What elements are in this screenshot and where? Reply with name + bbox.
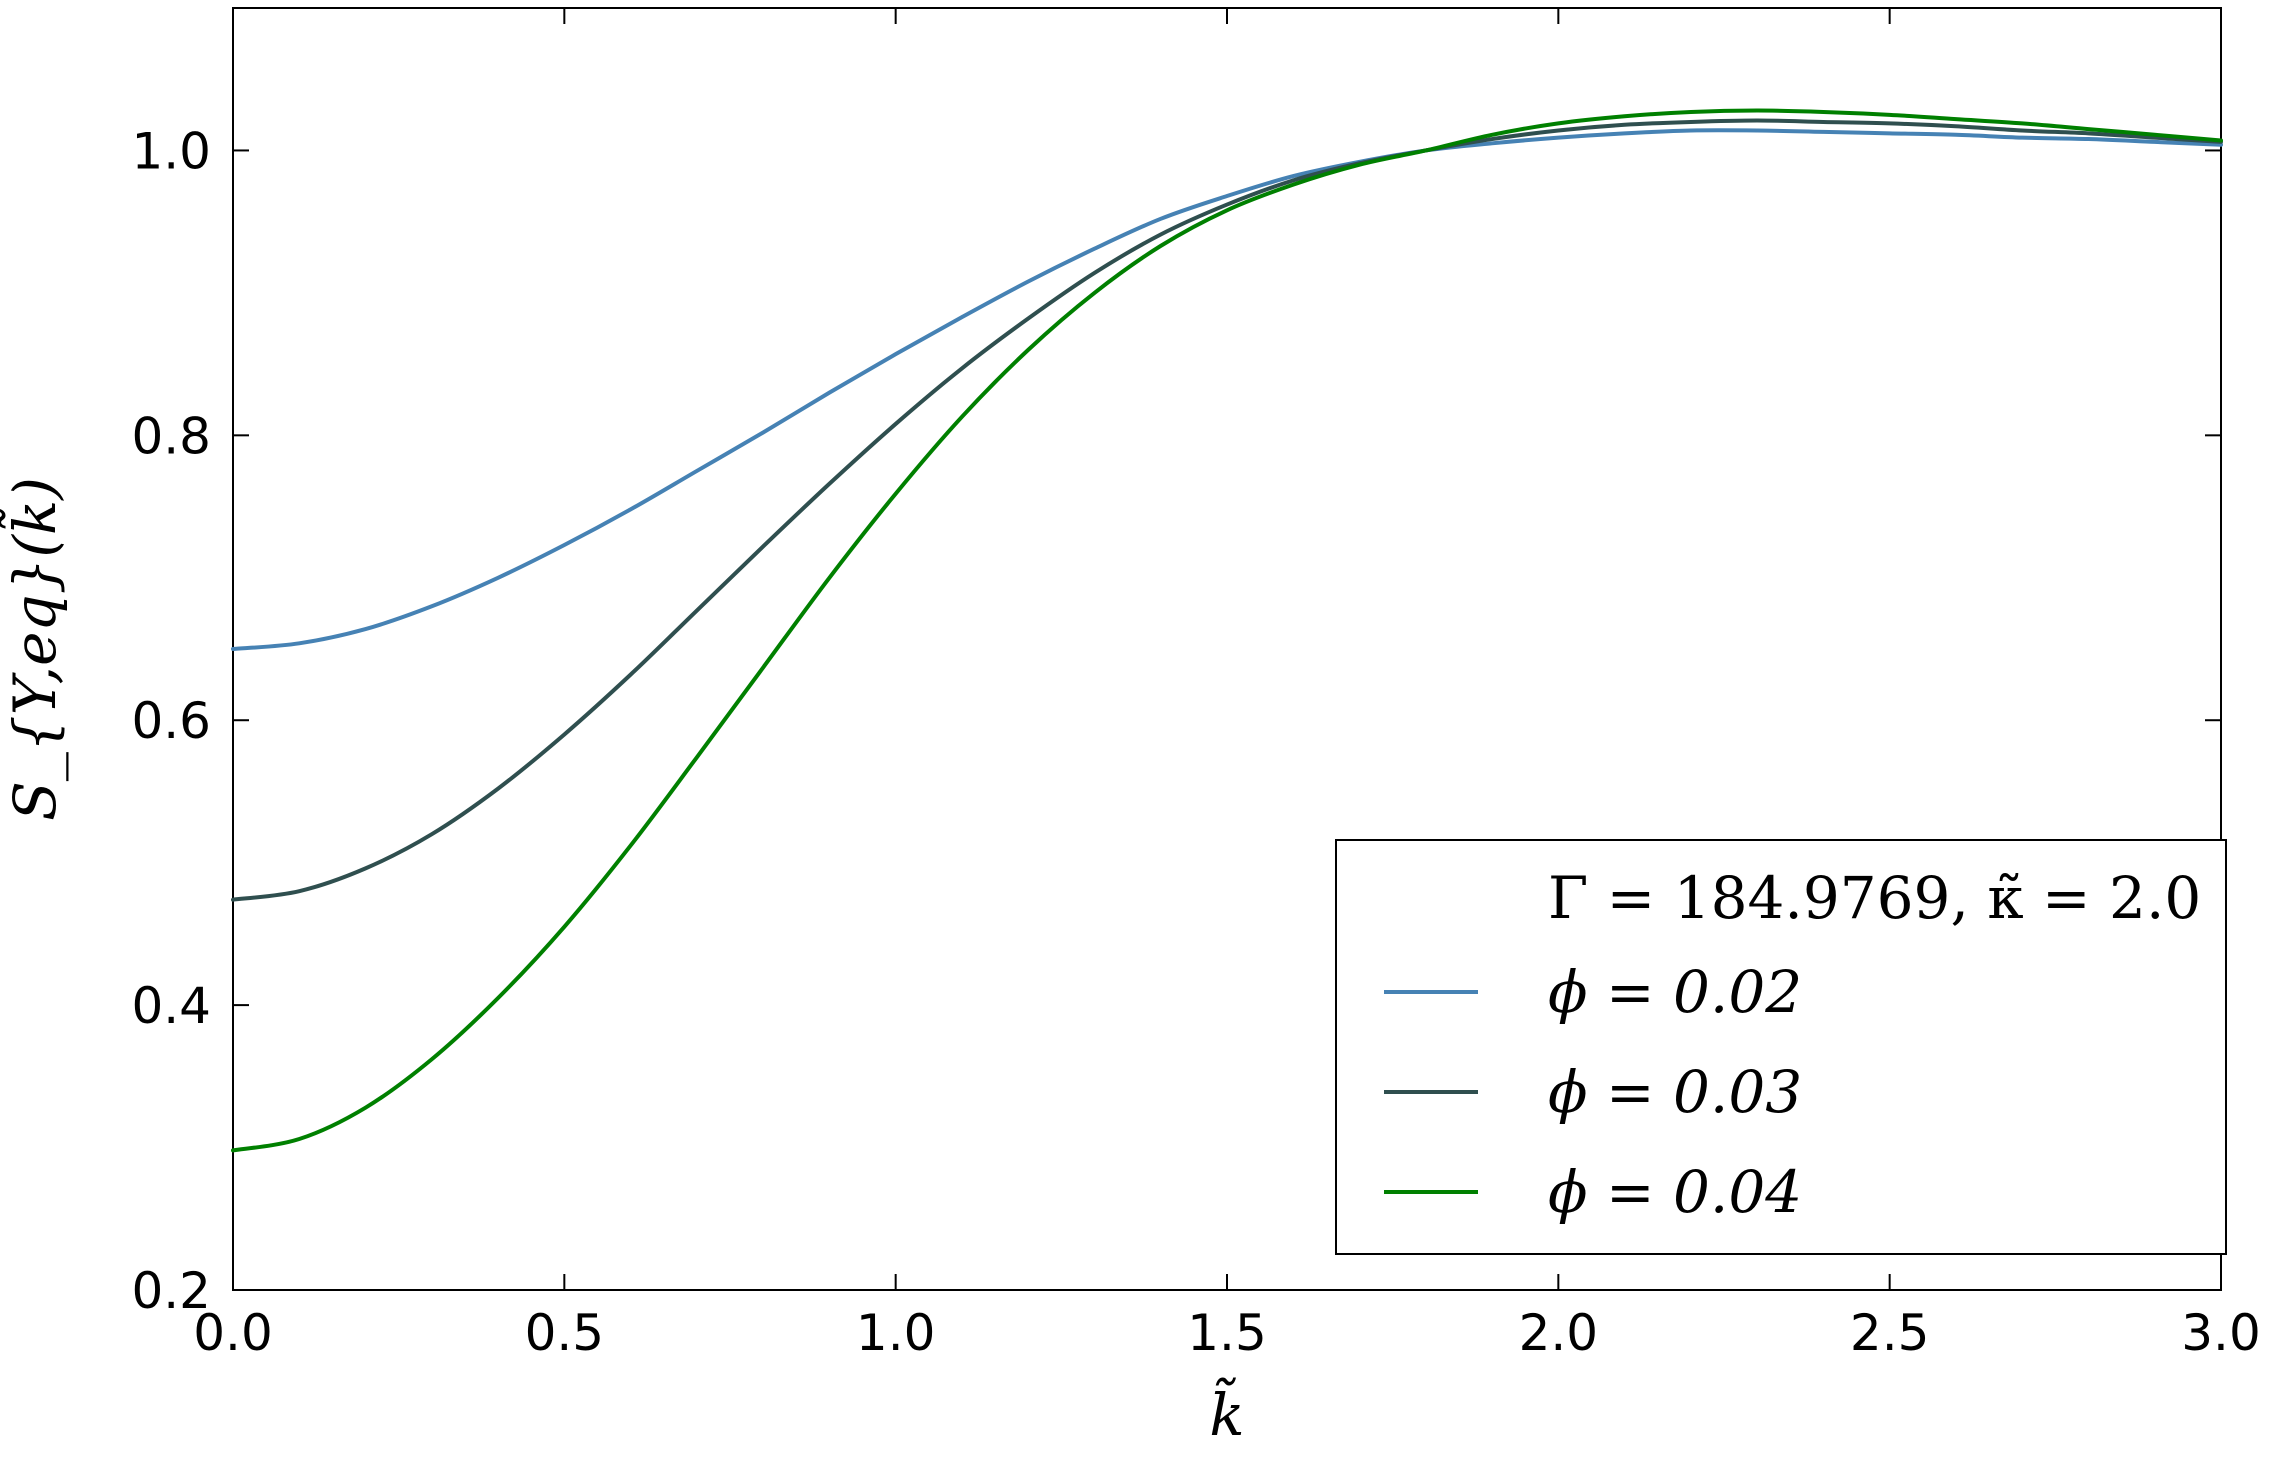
y-tick-label: 0.8 — [131, 407, 211, 465]
x-axis-label: k̃ — [1209, 1377, 1244, 1449]
x-tick-label: 0.0 — [193, 1304, 273, 1362]
axis-ticks — [232, 8, 2222, 1291]
series-lines — [231, 108, 2223, 1153]
x-tick-label: 0.5 — [525, 1304, 605, 1362]
x-tick-label: 1.0 — [856, 1304, 936, 1362]
axis-tick-labels: 0.0 0.5 1.0 1.5 2.0 2.5 3.0 0.2 0.4 0.6 0.8 1.0 — [131, 122, 2260, 1362]
legend: Γ = 184.9769, κ̃ = 2.0 ϕ = 0.02ϕ = 0.03ϕ… — [1335, 839, 2227, 1255]
x-tick-label: 1.5 — [1187, 1304, 1267, 1362]
legend-entries: ϕ = 0.02 ϕ = 0.03 ϕ = 0.04 — [1384, 958, 1802, 1226]
series-line-2 — [231, 118, 2223, 902]
x-tick-label: 3.0 — [2181, 1304, 2261, 1362]
legend-label-3: ϕ = 0.04 — [1548, 1158, 1802, 1226]
legend-box — [1335, 839, 2227, 1255]
y-tick-label: 0.6 — [131, 692, 211, 750]
y-tick-label: 1.0 — [131, 122, 211, 180]
series-line-3 — [231, 108, 2223, 1153]
legend-title: Γ = 184.9769, κ̃ = 2.0 — [1548, 864, 2201, 932]
y-tick-label: 0.4 — [131, 977, 211, 1035]
y-axis-label: S_{Y,eq}(k̃) — [0, 477, 69, 821]
legend-label-2: ϕ = 0.03 — [1548, 1058, 1802, 1126]
legend-label-1: ϕ = 0.02 — [1548, 958, 1802, 1026]
x-tick-label: 2.5 — [1850, 1304, 1930, 1362]
y-tick-label: 0.2 — [131, 1262, 211, 1320]
series-line-1 — [231, 128, 2223, 651]
x-tick-label: 2.0 — [1519, 1304, 1599, 1362]
